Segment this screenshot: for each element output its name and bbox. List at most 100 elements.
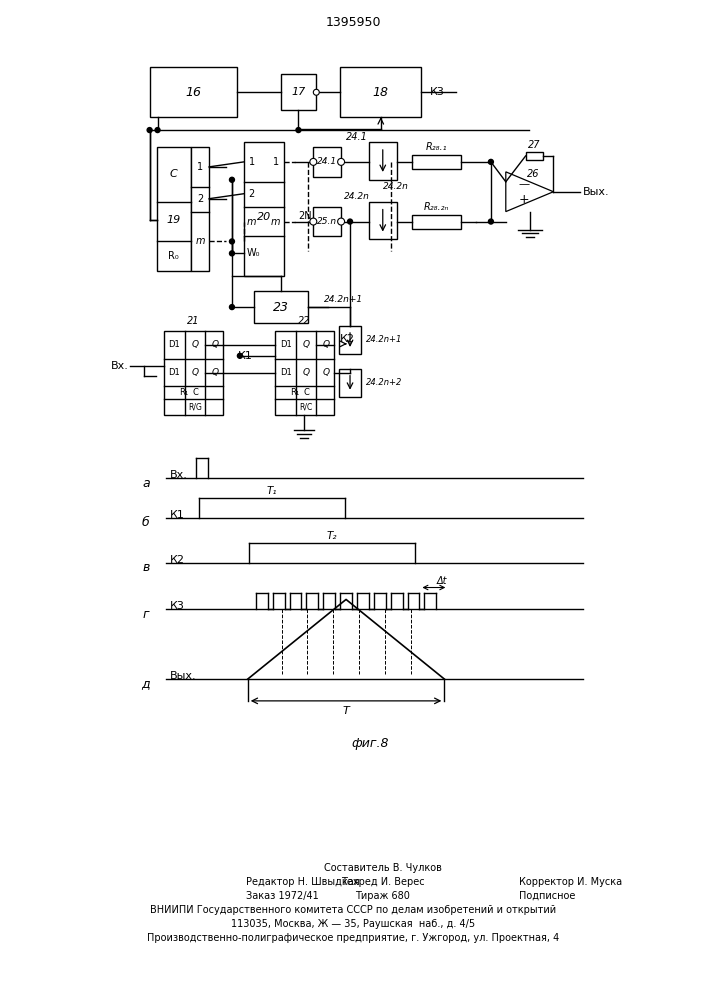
Circle shape — [310, 218, 317, 225]
Circle shape — [230, 177, 235, 182]
Text: Q: Q — [322, 368, 329, 377]
Bar — [254, 291, 308, 323]
Text: R₂₈.₂ₙ: R₂₈.₂ₙ — [423, 202, 449, 212]
Circle shape — [489, 219, 493, 224]
Text: 25.n: 25.n — [317, 217, 337, 226]
Text: 17: 17 — [291, 87, 305, 97]
Text: Q: Q — [303, 340, 310, 349]
Text: Вых.: Вых. — [170, 671, 196, 681]
Text: Заказ 1972/41: Заказ 1972/41 — [246, 891, 319, 901]
Text: R/G: R/G — [188, 402, 202, 411]
Text: Тираж 680: Тираж 680 — [356, 891, 410, 901]
Text: R₂₈.₁: R₂₈.₁ — [426, 142, 447, 152]
Circle shape — [338, 218, 344, 225]
Text: T₁: T₁ — [267, 486, 277, 496]
Circle shape — [489, 159, 493, 164]
Text: 1: 1 — [249, 157, 255, 167]
Bar — [369, 142, 397, 180]
Circle shape — [230, 305, 235, 310]
Text: +: + — [518, 193, 529, 206]
Text: в: в — [142, 561, 150, 574]
Text: C: C — [170, 169, 177, 179]
Text: Δt: Δt — [436, 576, 447, 586]
Text: C: C — [192, 388, 198, 397]
Circle shape — [155, 128, 160, 133]
Bar — [156, 147, 192, 271]
Text: 24.2n+1: 24.2n+1 — [366, 335, 402, 344]
Text: 24.1: 24.1 — [317, 157, 337, 166]
Text: R/C: R/C — [300, 402, 313, 411]
Text: б: б — [142, 516, 150, 529]
Text: Q: Q — [211, 368, 218, 377]
Text: Вх.: Вх. — [111, 361, 129, 371]
Text: фиг.8: фиг.8 — [351, 737, 389, 750]
Text: К3: К3 — [170, 601, 185, 611]
Text: Q: Q — [303, 368, 310, 377]
Text: Q: Q — [211, 340, 218, 349]
Bar — [411, 155, 461, 169]
Text: К1: К1 — [170, 510, 185, 520]
Text: 1395950: 1395950 — [325, 16, 381, 29]
Text: 18: 18 — [373, 86, 389, 99]
Circle shape — [230, 239, 235, 244]
Text: 1: 1 — [273, 157, 279, 167]
Text: Вх.: Вх. — [170, 470, 187, 480]
Text: Корректор И. Муска: Корректор И. Муска — [519, 877, 622, 887]
Text: 27: 27 — [528, 140, 541, 150]
Bar — [150, 67, 237, 117]
Text: D1: D1 — [280, 368, 291, 377]
Text: —: — — [518, 179, 530, 189]
Bar — [281, 74, 316, 110]
Bar — [313, 207, 341, 236]
Text: 23: 23 — [273, 301, 289, 314]
Text: ВНИИПИ Государственного комитета СССР по делам изобретений и открытий: ВНИИПИ Государственного комитета СССР по… — [150, 905, 556, 915]
Text: m: m — [247, 217, 257, 227]
Text: Q: Q — [192, 368, 199, 377]
Text: 26: 26 — [527, 169, 540, 179]
Text: D1: D1 — [168, 340, 180, 349]
Text: 20: 20 — [257, 212, 271, 222]
Circle shape — [230, 251, 235, 256]
Text: R₁: R₁ — [179, 388, 188, 397]
Text: Подписное: Подписное — [519, 891, 575, 901]
Bar — [339, 326, 361, 354]
Bar — [192, 147, 209, 271]
Text: T₂: T₂ — [327, 531, 337, 541]
Text: г: г — [143, 608, 150, 621]
Circle shape — [338, 158, 344, 165]
Text: 24.2n: 24.2n — [382, 182, 409, 191]
Bar — [274, 331, 334, 415]
Text: T: T — [343, 706, 349, 716]
Text: Составитель В. Чулков: Составитель В. Чулков — [324, 863, 442, 873]
Text: D1: D1 — [168, 368, 180, 377]
Text: 2: 2 — [249, 189, 255, 199]
Text: R₀: R₀ — [168, 251, 179, 261]
Text: m: m — [271, 217, 281, 227]
Text: Техред И. Верес: Техред И. Верес — [341, 877, 425, 887]
Text: m: m — [195, 236, 205, 246]
Text: 24.1: 24.1 — [346, 132, 368, 142]
Bar — [313, 147, 341, 177]
Text: Производственно-полиграфическое предприятие, г. Ужгород, ул. Проектная, 4: Производственно-полиграфическое предприя… — [147, 933, 559, 943]
Text: 24.2n: 24.2n — [344, 192, 370, 201]
Text: К2: К2 — [339, 334, 354, 344]
Text: 2N: 2N — [298, 211, 312, 221]
Bar — [369, 202, 397, 239]
Text: 2: 2 — [197, 194, 204, 204]
Circle shape — [296, 128, 301, 133]
Circle shape — [238, 353, 243, 358]
Circle shape — [348, 219, 353, 224]
Text: Q: Q — [322, 340, 329, 349]
Text: C: C — [303, 388, 309, 397]
Circle shape — [147, 128, 152, 133]
Text: 24.2n+2: 24.2n+2 — [366, 378, 402, 387]
Text: D1: D1 — [280, 340, 291, 349]
Text: К1: К1 — [238, 351, 252, 361]
Text: 1: 1 — [197, 162, 204, 172]
Text: Редактор Н. Швыдкая: Редактор Н. Швыдкая — [246, 877, 359, 887]
Circle shape — [313, 89, 320, 95]
Bar — [340, 67, 421, 117]
Text: Вых.: Вых. — [583, 187, 610, 197]
Text: Q: Q — [192, 340, 199, 349]
Text: а: а — [142, 477, 150, 490]
